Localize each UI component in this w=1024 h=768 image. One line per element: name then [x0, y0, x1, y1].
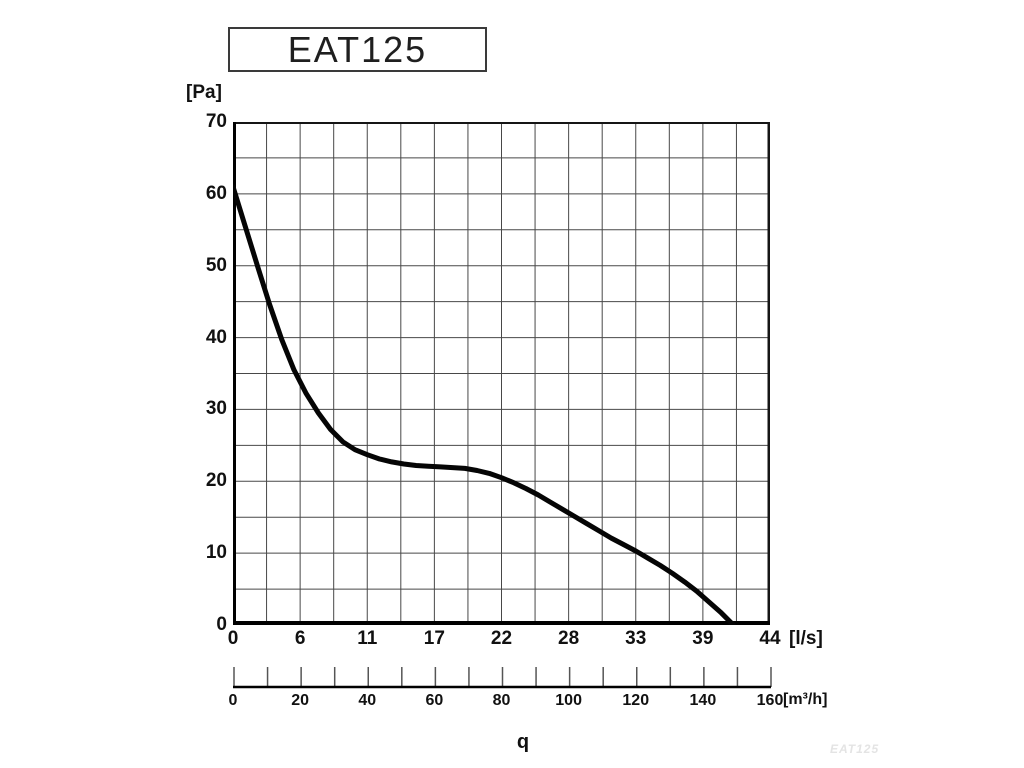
model-title-box: EAT125 — [228, 27, 487, 72]
x-axis-m3h-ruler — [233, 667, 772, 689]
model-title: EAT125 — [287, 28, 428, 70]
x-tick-label-ls: 22 — [490, 628, 513, 649]
y-tick-label: 10 — [205, 542, 227, 564]
y-tick-label: 0 — [216, 614, 227, 635]
pressure-curve — [233, 184, 736, 625]
x-tick-label-ls: 11 — [357, 628, 378, 649]
pressure-flow-chart — [233, 122, 770, 625]
y-axis-unit-label: [Pa] — [186, 82, 222, 103]
x-tick-label-m3h: 140 — [689, 692, 717, 709]
x-tick-label-m3h: 160 — [756, 692, 784, 709]
flow-symbol-label: q — [516, 731, 530, 753]
x-tick-label-m3h: 100 — [555, 692, 582, 709]
y-tick-label: 40 — [205, 326, 227, 348]
x-tick-label-m3h: 60 — [425, 692, 444, 709]
watermark-text: EAT125 — [830, 742, 880, 756]
x-tick-label-ls: 44 — [759, 628, 781, 649]
x-tick-label-m3h: 20 — [291, 692, 310, 709]
x-tick-label-m3h: 0 — [228, 692, 238, 709]
x-tick-label-ls: 28 — [558, 628, 580, 649]
y-tick-label: 70 — [205, 111, 227, 132]
y-tick-label: 60 — [205, 182, 227, 204]
y-tick-label: 30 — [205, 398, 227, 420]
x-tick-label-m3h: 80 — [492, 692, 511, 709]
x-tick-label-m3h: 120 — [622, 692, 650, 709]
x-axis-m3h-unit-label: [m³/h] — [783, 691, 828, 708]
y-tick-label: 50 — [205, 254, 227, 276]
x-tick-label-ls: 17 — [423, 628, 445, 649]
x-tick-label-ls: 6 — [294, 628, 306, 649]
x-tick-label-m3h: 40 — [358, 692, 377, 709]
x-tick-label-ls: 39 — [692, 628, 714, 649]
x-axis-ls-unit-label: [l/s] — [789, 628, 823, 649]
x-tick-label-ls: 33 — [625, 628, 647, 649]
x-tick-label-ls: 0 — [227, 628, 239, 649]
y-tick-label: 20 — [205, 470, 227, 492]
